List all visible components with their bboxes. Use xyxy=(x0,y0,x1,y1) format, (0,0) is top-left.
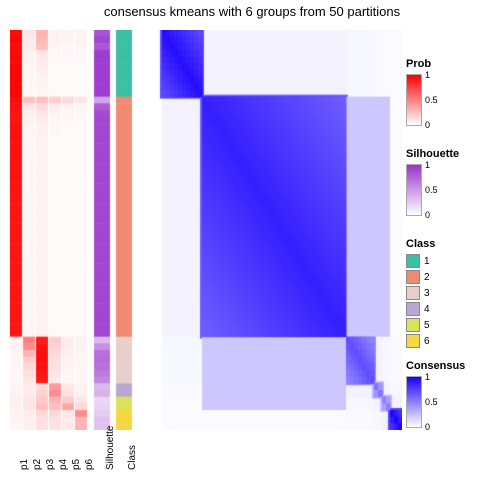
legend-tick: 0 xyxy=(425,422,430,432)
legend-class-item: 1 xyxy=(406,254,435,268)
legend-class-label: 4 xyxy=(424,304,430,315)
legend-tick: 0 xyxy=(425,210,430,220)
legend-tick: 1 xyxy=(425,160,430,170)
legend-prob: Prob 10.50 xyxy=(406,58,431,126)
legend-tick: 0.5 xyxy=(425,397,438,407)
legend-class-label: 1 xyxy=(424,256,430,267)
legend-tick: 1 xyxy=(425,372,430,382)
legend-swatch xyxy=(406,270,420,284)
legend-tick: 0.5 xyxy=(425,185,438,195)
xlabel-p6: p6 xyxy=(84,459,95,470)
xlabel-p1: p1 xyxy=(19,459,30,470)
legend-class-item: 3 xyxy=(406,286,435,300)
legend-class-label: 3 xyxy=(424,288,430,299)
heatmap-canvas xyxy=(10,30,402,430)
legend-tick: 1 xyxy=(425,70,430,80)
legend-gradient-silhouette: 10.50 xyxy=(406,164,422,216)
xlabel-silhouette: Silhouette xyxy=(105,426,116,470)
legend-gradient-consensus: 10.50 xyxy=(406,376,422,428)
legend-swatch xyxy=(406,318,420,332)
xlabel-p5: p5 xyxy=(71,459,82,470)
xlabel-p4: p4 xyxy=(58,459,69,470)
legend-class-item: 6 xyxy=(406,334,435,348)
legend-class-label: 2 xyxy=(424,272,430,283)
plot-title: consensus kmeans with 6 groups from 50 p… xyxy=(0,4,504,19)
legend-class-item: 5 xyxy=(406,318,435,332)
legend-swatch xyxy=(406,254,420,268)
legend-gradient-prob: 10.50 xyxy=(406,74,422,126)
legend-class-item: 4 xyxy=(406,302,435,316)
legend-title-prob: Prob xyxy=(406,58,431,70)
legend-title-class: Class xyxy=(406,238,435,250)
legend-swatch xyxy=(406,302,420,316)
legend-title-silhouette: Silhouette xyxy=(406,148,459,160)
legend-class-label: 6 xyxy=(424,336,430,347)
legend-class-item: 2 xyxy=(406,270,435,284)
legend-tick: 0.5 xyxy=(425,95,438,105)
legend-swatch xyxy=(406,334,420,348)
legend-silhouette: Silhouette 10.50 xyxy=(406,148,459,216)
xlabel-p3: p3 xyxy=(45,459,56,470)
legend-title-consensus: Consensus xyxy=(406,360,465,372)
legend-tick: 0 xyxy=(425,120,430,130)
legend-class-label: 5 xyxy=(424,320,430,331)
legend-consensus: Consensus 10.50 xyxy=(406,360,465,428)
legend-class: Class 1 2 3 4 5 6 xyxy=(406,238,435,350)
xlabel-class: Class xyxy=(127,445,138,470)
legend-swatch xyxy=(406,286,420,300)
xlabel-p2: p2 xyxy=(32,459,43,470)
